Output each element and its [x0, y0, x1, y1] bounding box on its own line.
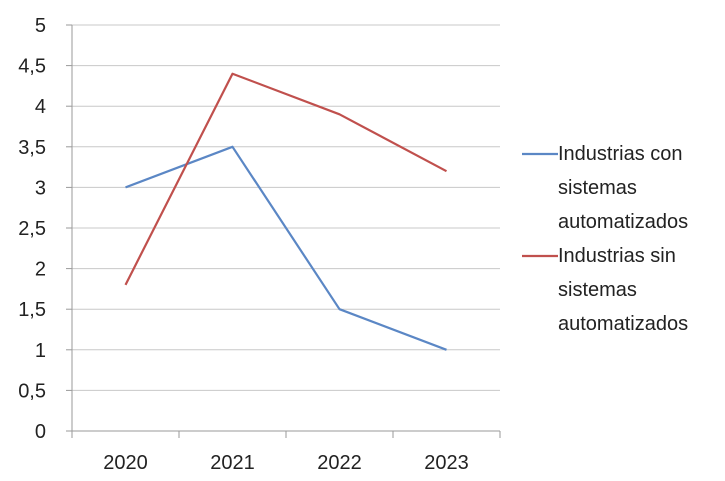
- series-lines: [125, 74, 446, 350]
- legend-label: sistemas: [558, 279, 637, 301]
- y-tick-label: 5: [35, 15, 46, 37]
- x-tick-label: 2022: [317, 452, 362, 474]
- x-tick-label: 2021: [210, 452, 255, 474]
- y-tick-label: 3,5: [18, 137, 46, 159]
- legend-label: automatizados: [558, 211, 688, 233]
- y-tick-label: 4: [35, 96, 46, 118]
- y-tick-label: 1,5: [18, 299, 46, 321]
- x-tick-label: 2020: [103, 452, 148, 474]
- series-line-1: [126, 147, 447, 350]
- y-tick-label: 1: [35, 340, 46, 362]
- series-line-2: [126, 74, 447, 285]
- legend: Industrias con sistemas automatizados Indus…: [522, 143, 688, 335]
- gridlines: [72, 25, 500, 390]
- y-tick-label: 3: [35, 177, 46, 199]
- legend-label: automatizados: [558, 313, 688, 335]
- y-tick-label: 0: [35, 421, 46, 443]
- y-tick-label: 0,5: [18, 380, 46, 402]
- y-tick-label: 2,5: [18, 218, 46, 240]
- x-tick-label: 2023: [424, 452, 469, 474]
- legend-label: Industrias sin: [558, 245, 676, 267]
- y-tick-label: 4,5: [18, 56, 46, 78]
- y-tick-label: 2: [35, 259, 46, 281]
- legend-label: Industrias con: [558, 143, 683, 165]
- legend-label: sistemas: [558, 177, 637, 199]
